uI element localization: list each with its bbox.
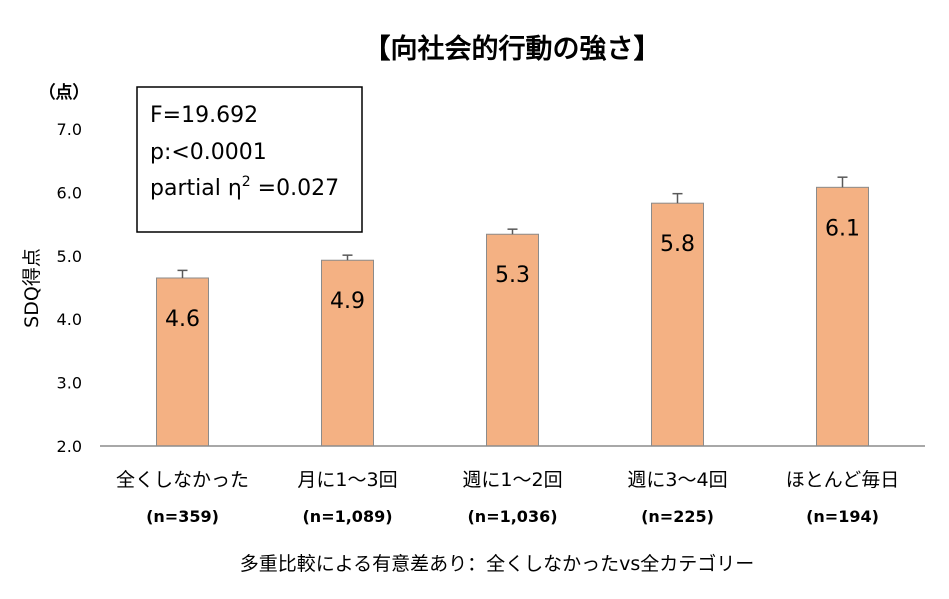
data-label: 6.1: [825, 216, 860, 241]
category-count: (n=225): [641, 507, 714, 526]
category-label: 全くしなかった: [116, 469, 249, 491]
category-label: 週に1〜2回: [462, 469, 562, 491]
category-count: (n=194): [806, 507, 879, 526]
stats-box-frame: [136, 86, 363, 233]
y-tick-label: 7.0: [57, 120, 82, 139]
category-label: 月に1〜3回: [297, 469, 397, 491]
stats-p: p:<0.0001: [150, 140, 267, 165]
data-label: 5.3: [495, 263, 530, 288]
y-axis-label: SDQ得点: [21, 248, 43, 328]
data-label: 4.9: [330, 289, 365, 314]
category-count: (n=359): [146, 507, 219, 526]
category-labels: 全くしなかった (n=359) 月に1〜3回 (n=1,089) 週に1〜2回 (n=1,…: [116, 469, 899, 526]
y-tick-label: 4.0: [57, 310, 82, 329]
bar: [816, 186, 869, 447]
comparison-note: 多重比較による有意差あり：全くしなかったvs全カテゴリー: [240, 553, 755, 575]
chart-title: 【向社会的行動の強さ】: [364, 33, 661, 65]
y-tick-label: 5.0: [57, 247, 82, 266]
y-tick-label: 2.0: [57, 437, 82, 456]
bar: [156, 277, 209, 447]
category-count: (n=1,036): [467, 507, 557, 526]
data-label: 5.8: [660, 232, 695, 257]
category-count: (n=1,089): [302, 507, 392, 526]
y-unit-label: （点）: [39, 82, 90, 103]
bar: [321, 259, 374, 447]
y-axis-ticks: 2.0 3.0 4.0 5.0 6.0 7.0: [57, 120, 82, 456]
stats-eta: partial η2 =0.027: [150, 174, 339, 201]
category-label: 週に3〜4回: [627, 469, 727, 491]
y-tick-label: 3.0: [57, 374, 82, 393]
category-label: ほとんど毎日: [786, 469, 899, 491]
data-label: 4.6: [165, 307, 200, 332]
bar: [651, 202, 704, 447]
stats-f: F=19.692: [150, 103, 258, 128]
stats-box: F=19.692 p:<0.0001 partial η2 =0.027: [136, 86, 363, 233]
y-tick-label: 6.0: [57, 183, 82, 202]
